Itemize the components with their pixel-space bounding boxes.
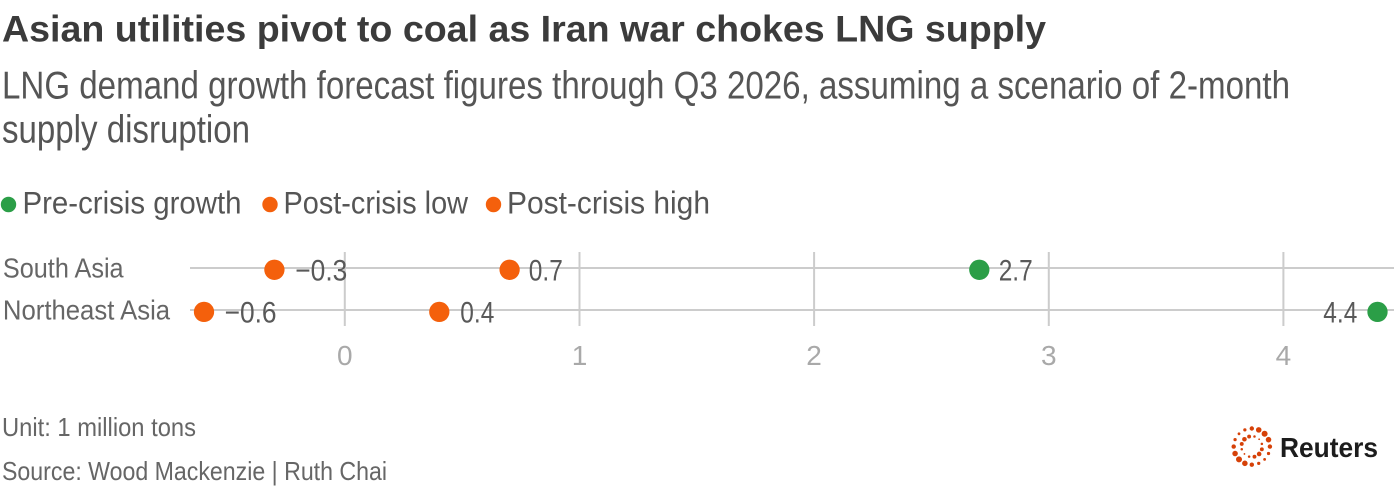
svg-text:supply disruption: supply disruption xyxy=(2,109,250,152)
svg-text:3: 3 xyxy=(1041,340,1057,371)
svg-text:1: 1 xyxy=(572,340,588,371)
svg-text:Pre-crisis growth: Pre-crisis growth xyxy=(23,185,242,221)
svg-text:Post-crisis low: Post-crisis low xyxy=(284,185,469,221)
svg-text:Unit: 1 million tons: Unit: 1 million tons xyxy=(2,412,196,442)
svg-text:Post-crisis high: Post-crisis high xyxy=(507,185,710,221)
svg-text:2: 2 xyxy=(806,340,822,371)
svg-text:0.7: 0.7 xyxy=(529,255,563,288)
svg-text:2.7: 2.7 xyxy=(999,255,1033,288)
svg-text:−0.6: −0.6 xyxy=(225,297,277,330)
svg-text:4: 4 xyxy=(1276,340,1292,371)
svg-text:4.4: 4.4 xyxy=(1323,297,1357,330)
svg-text:Northeast Asia: Northeast Asia xyxy=(3,294,171,325)
svg-text:0: 0 xyxy=(337,340,353,371)
svg-text:Source: Wood Mackenzie | Ruth: Source: Wood Mackenzie | Ruth Chai xyxy=(2,456,387,486)
svg-text:−0.3: −0.3 xyxy=(295,255,347,288)
svg-text:Reuters: Reuters xyxy=(1280,432,1378,463)
svg-text:LNG demand growth forecast fig: LNG demand growth forecast figures throu… xyxy=(2,65,1290,108)
svg-text:Asian utilities pivot to coal: Asian utilities pivot to coal as Iran wa… xyxy=(2,9,1046,50)
svg-text:South Asia: South Asia xyxy=(3,253,124,284)
svg-text:0.4: 0.4 xyxy=(460,297,494,330)
